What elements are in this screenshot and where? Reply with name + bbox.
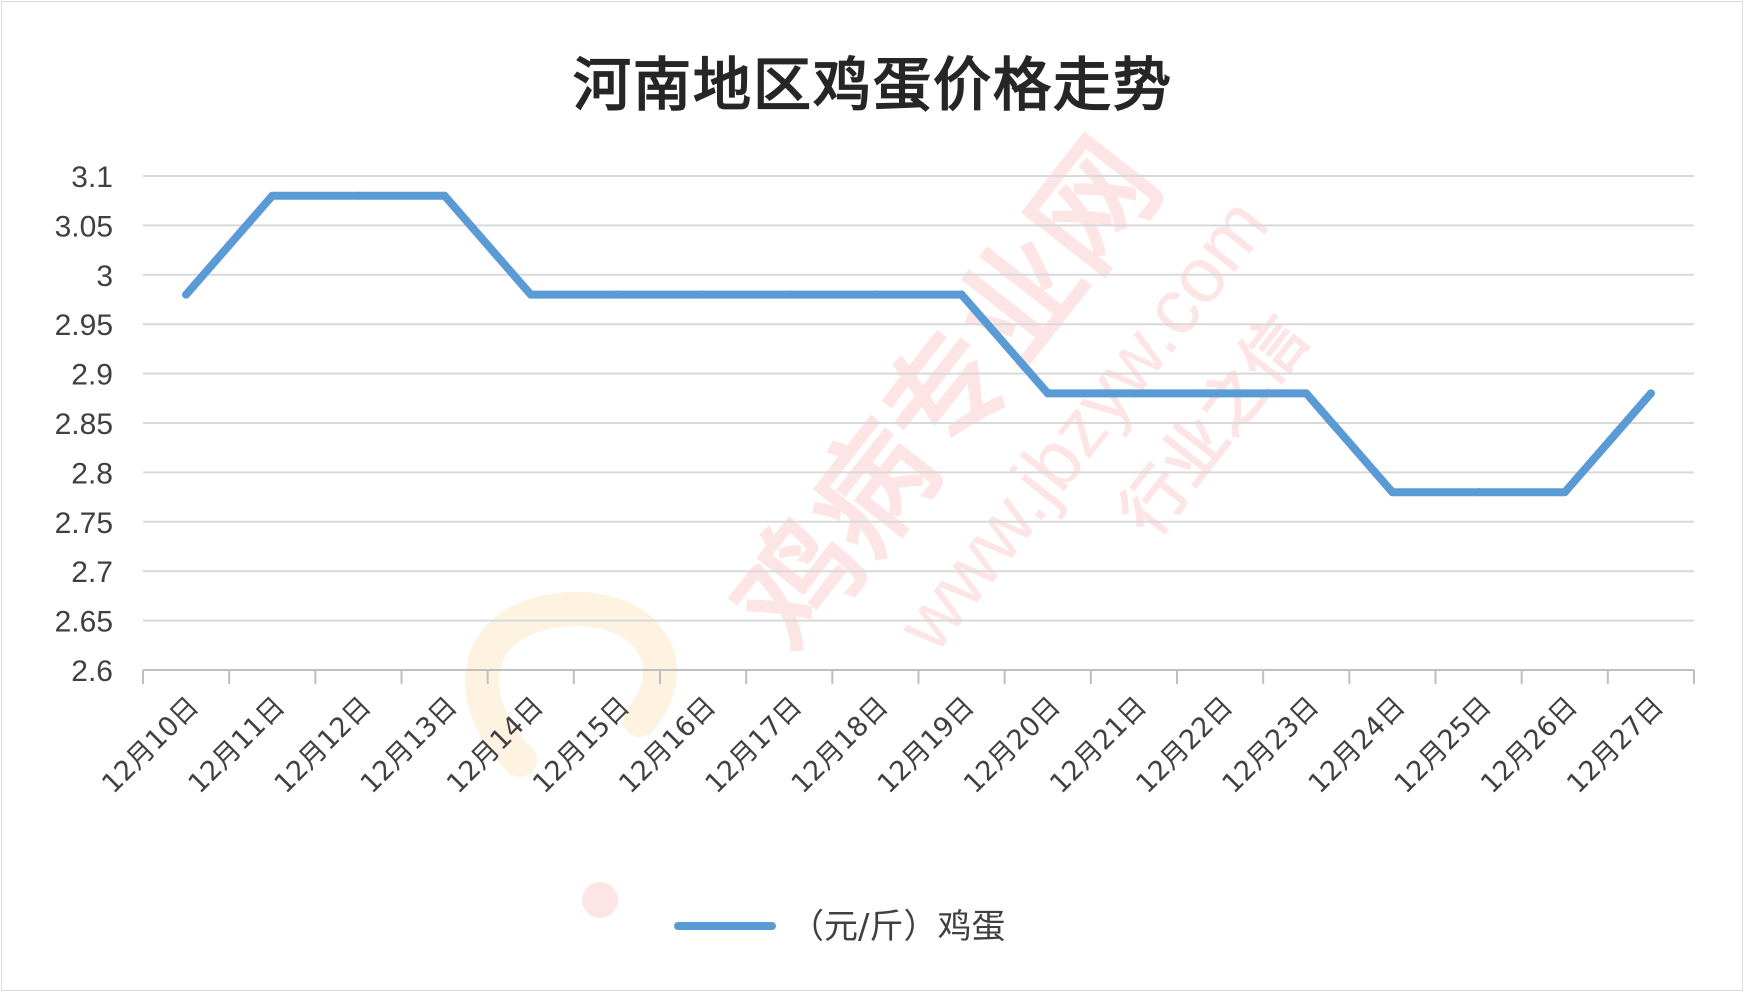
- data-point: [871, 290, 880, 299]
- y-tick-label: 2.95: [55, 309, 113, 342]
- data-point: [1560, 488, 1569, 497]
- y-tick-label: 3.05: [55, 210, 113, 243]
- data-point: [354, 191, 363, 200]
- chart-title: 河南地区鸡蛋价格走势: [572, 51, 1173, 119]
- y-tick-label: 2.75: [55, 507, 113, 540]
- data-point: [268, 191, 277, 200]
- data-point: [785, 290, 794, 299]
- watermark-swirl-icon: [465, 591, 677, 777]
- y-axis-ticks: 2.6 2.65 2.7 2.75 2.8 2.85 2.9 2.95 3 3.05 3.1: [55, 161, 113, 688]
- legend-label: （元/斤）鸡蛋: [790, 907, 1005, 947]
- data-point: [1129, 389, 1138, 398]
- series-line: [182, 191, 1655, 497]
- data-point: [1388, 488, 1397, 497]
- watermark-dot-icon: [582, 882, 618, 918]
- data-point: [1302, 389, 1311, 398]
- x-axis-ticks: 12月10日12月11日12月12日12月13日12月14日12月15日12月1…: [96, 691, 1670, 800]
- x-axis: [142, 669, 1695, 684]
- data-point: [612, 290, 621, 299]
- data-point: [957, 290, 966, 299]
- y-tick-label: 2.8: [71, 457, 113, 490]
- watermark-logo: 鸡病专业网 www.jbzyw.com 行业之信: [465, 116, 1323, 918]
- data-point: [182, 290, 191, 299]
- data-point: [1474, 488, 1483, 497]
- y-tick-label: 2.9: [71, 359, 113, 392]
- series-group: [182, 191, 1655, 497]
- y-tick-label: 2.65: [55, 606, 113, 639]
- grid-lines: [143, 175, 1694, 622]
- data-point: [699, 290, 708, 299]
- y-tick-label: 2.85: [55, 408, 113, 441]
- data-point: [1646, 389, 1655, 398]
- legend: （元/斤）鸡蛋: [674, 907, 1005, 947]
- data-point: [1043, 389, 1052, 398]
- data-point: [440, 191, 449, 200]
- data-point: [526, 290, 535, 299]
- y-tick-label: 2.6: [71, 655, 113, 688]
- y-tick-label: 2.7: [71, 556, 113, 589]
- data-point: [1216, 389, 1225, 398]
- y-tick-label: 3.1: [71, 161, 113, 194]
- y-tick-label: 3: [96, 260, 113, 293]
